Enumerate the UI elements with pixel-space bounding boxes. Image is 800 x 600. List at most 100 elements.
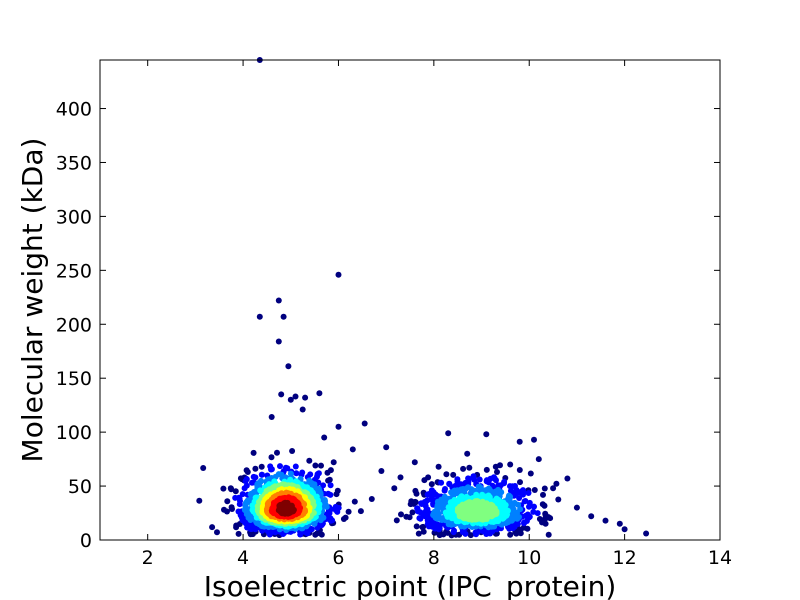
data-point <box>464 450 471 457</box>
data-point <box>413 490 420 497</box>
data-point <box>417 515 424 522</box>
data-point <box>335 271 342 278</box>
points-layer <box>196 57 650 539</box>
data-point <box>474 509 481 516</box>
data-point <box>220 485 227 492</box>
data-point <box>398 511 404 518</box>
x-tick-label: 6 <box>332 547 344 569</box>
data-point <box>349 446 356 453</box>
data-point <box>542 510 549 517</box>
data-point <box>306 457 313 464</box>
data-point <box>232 488 239 495</box>
data-point <box>420 523 427 530</box>
data-point <box>467 532 474 539</box>
data-point <box>516 495 523 501</box>
data-point <box>521 498 528 505</box>
data-point <box>393 517 400 524</box>
data-point <box>274 449 280 456</box>
data-point <box>451 527 457 534</box>
data-point <box>227 485 234 492</box>
data-point <box>420 528 427 535</box>
data-point <box>535 456 542 463</box>
data-point <box>443 471 450 478</box>
data-point <box>258 463 265 470</box>
data-point <box>516 467 523 473</box>
data-point <box>553 480 560 487</box>
y-axis-title: Molecular weight (kDa) <box>16 138 49 463</box>
data-point <box>428 481 435 488</box>
data-point <box>531 436 537 443</box>
data-point <box>361 420 368 427</box>
data-point <box>345 508 352 515</box>
data-point <box>280 313 287 320</box>
y-tick-label: 350 <box>56 152 92 174</box>
data-point <box>209 524 216 531</box>
data-point <box>616 520 623 527</box>
data-point <box>357 508 364 515</box>
plot-frame <box>99 59 721 541</box>
data-point <box>235 530 242 537</box>
data-point <box>196 497 203 504</box>
data-point <box>406 514 413 521</box>
y-tick-label: 100 <box>56 422 92 444</box>
data-point <box>302 394 309 401</box>
data-point <box>257 479 264 486</box>
data-point <box>229 506 235 512</box>
data-point <box>573 504 580 511</box>
y-tick-label: 50 <box>68 476 92 498</box>
data-point <box>445 430 452 437</box>
x-tick-label: 4 <box>237 547 249 569</box>
data-point <box>333 491 340 498</box>
data-point <box>397 474 404 481</box>
data-point <box>602 517 609 524</box>
data-point <box>318 462 324 469</box>
data-point <box>299 406 306 413</box>
data-point <box>224 508 230 515</box>
data-point <box>278 391 285 398</box>
data-point <box>368 496 375 502</box>
data-point <box>412 499 419 506</box>
data-point <box>259 471 265 478</box>
data-point <box>283 507 290 513</box>
data-point <box>421 477 428 484</box>
data-point <box>275 338 282 345</box>
data-point <box>545 531 552 538</box>
data-point <box>539 501 546 508</box>
x-tick-label: 12 <box>613 547 637 569</box>
data-point <box>327 482 334 489</box>
data-point <box>268 414 275 420</box>
data-point <box>413 523 420 530</box>
data-point <box>268 466 274 473</box>
y-tick-label: 400 <box>56 99 92 121</box>
data-point <box>434 521 441 528</box>
data-point <box>441 487 448 494</box>
data-point <box>324 469 331 476</box>
x-tick-label: 2 <box>142 547 154 569</box>
data-point <box>293 470 300 477</box>
data-point <box>485 479 492 486</box>
data-point <box>643 530 650 537</box>
x-tick-label: 10 <box>517 547 541 569</box>
y-tick-label: 300 <box>56 206 92 228</box>
data-point <box>256 313 263 320</box>
data-point <box>340 516 347 522</box>
data-point <box>507 487 514 494</box>
data-point <box>492 463 499 470</box>
data-point <box>312 462 319 469</box>
data-point <box>507 461 514 468</box>
data-point <box>555 496 562 503</box>
data-point <box>252 474 259 481</box>
x-tick-label: 8 <box>428 547 440 569</box>
y-tick-label: 250 <box>56 260 92 282</box>
data-point <box>351 498 358 505</box>
data-point <box>530 508 537 515</box>
data-point <box>243 467 250 474</box>
data-point <box>316 390 323 397</box>
data-point <box>409 509 416 516</box>
data-point <box>243 482 250 489</box>
data-point <box>292 393 299 400</box>
data-point <box>321 434 328 441</box>
data-point <box>214 529 220 536</box>
data-point <box>438 479 445 486</box>
